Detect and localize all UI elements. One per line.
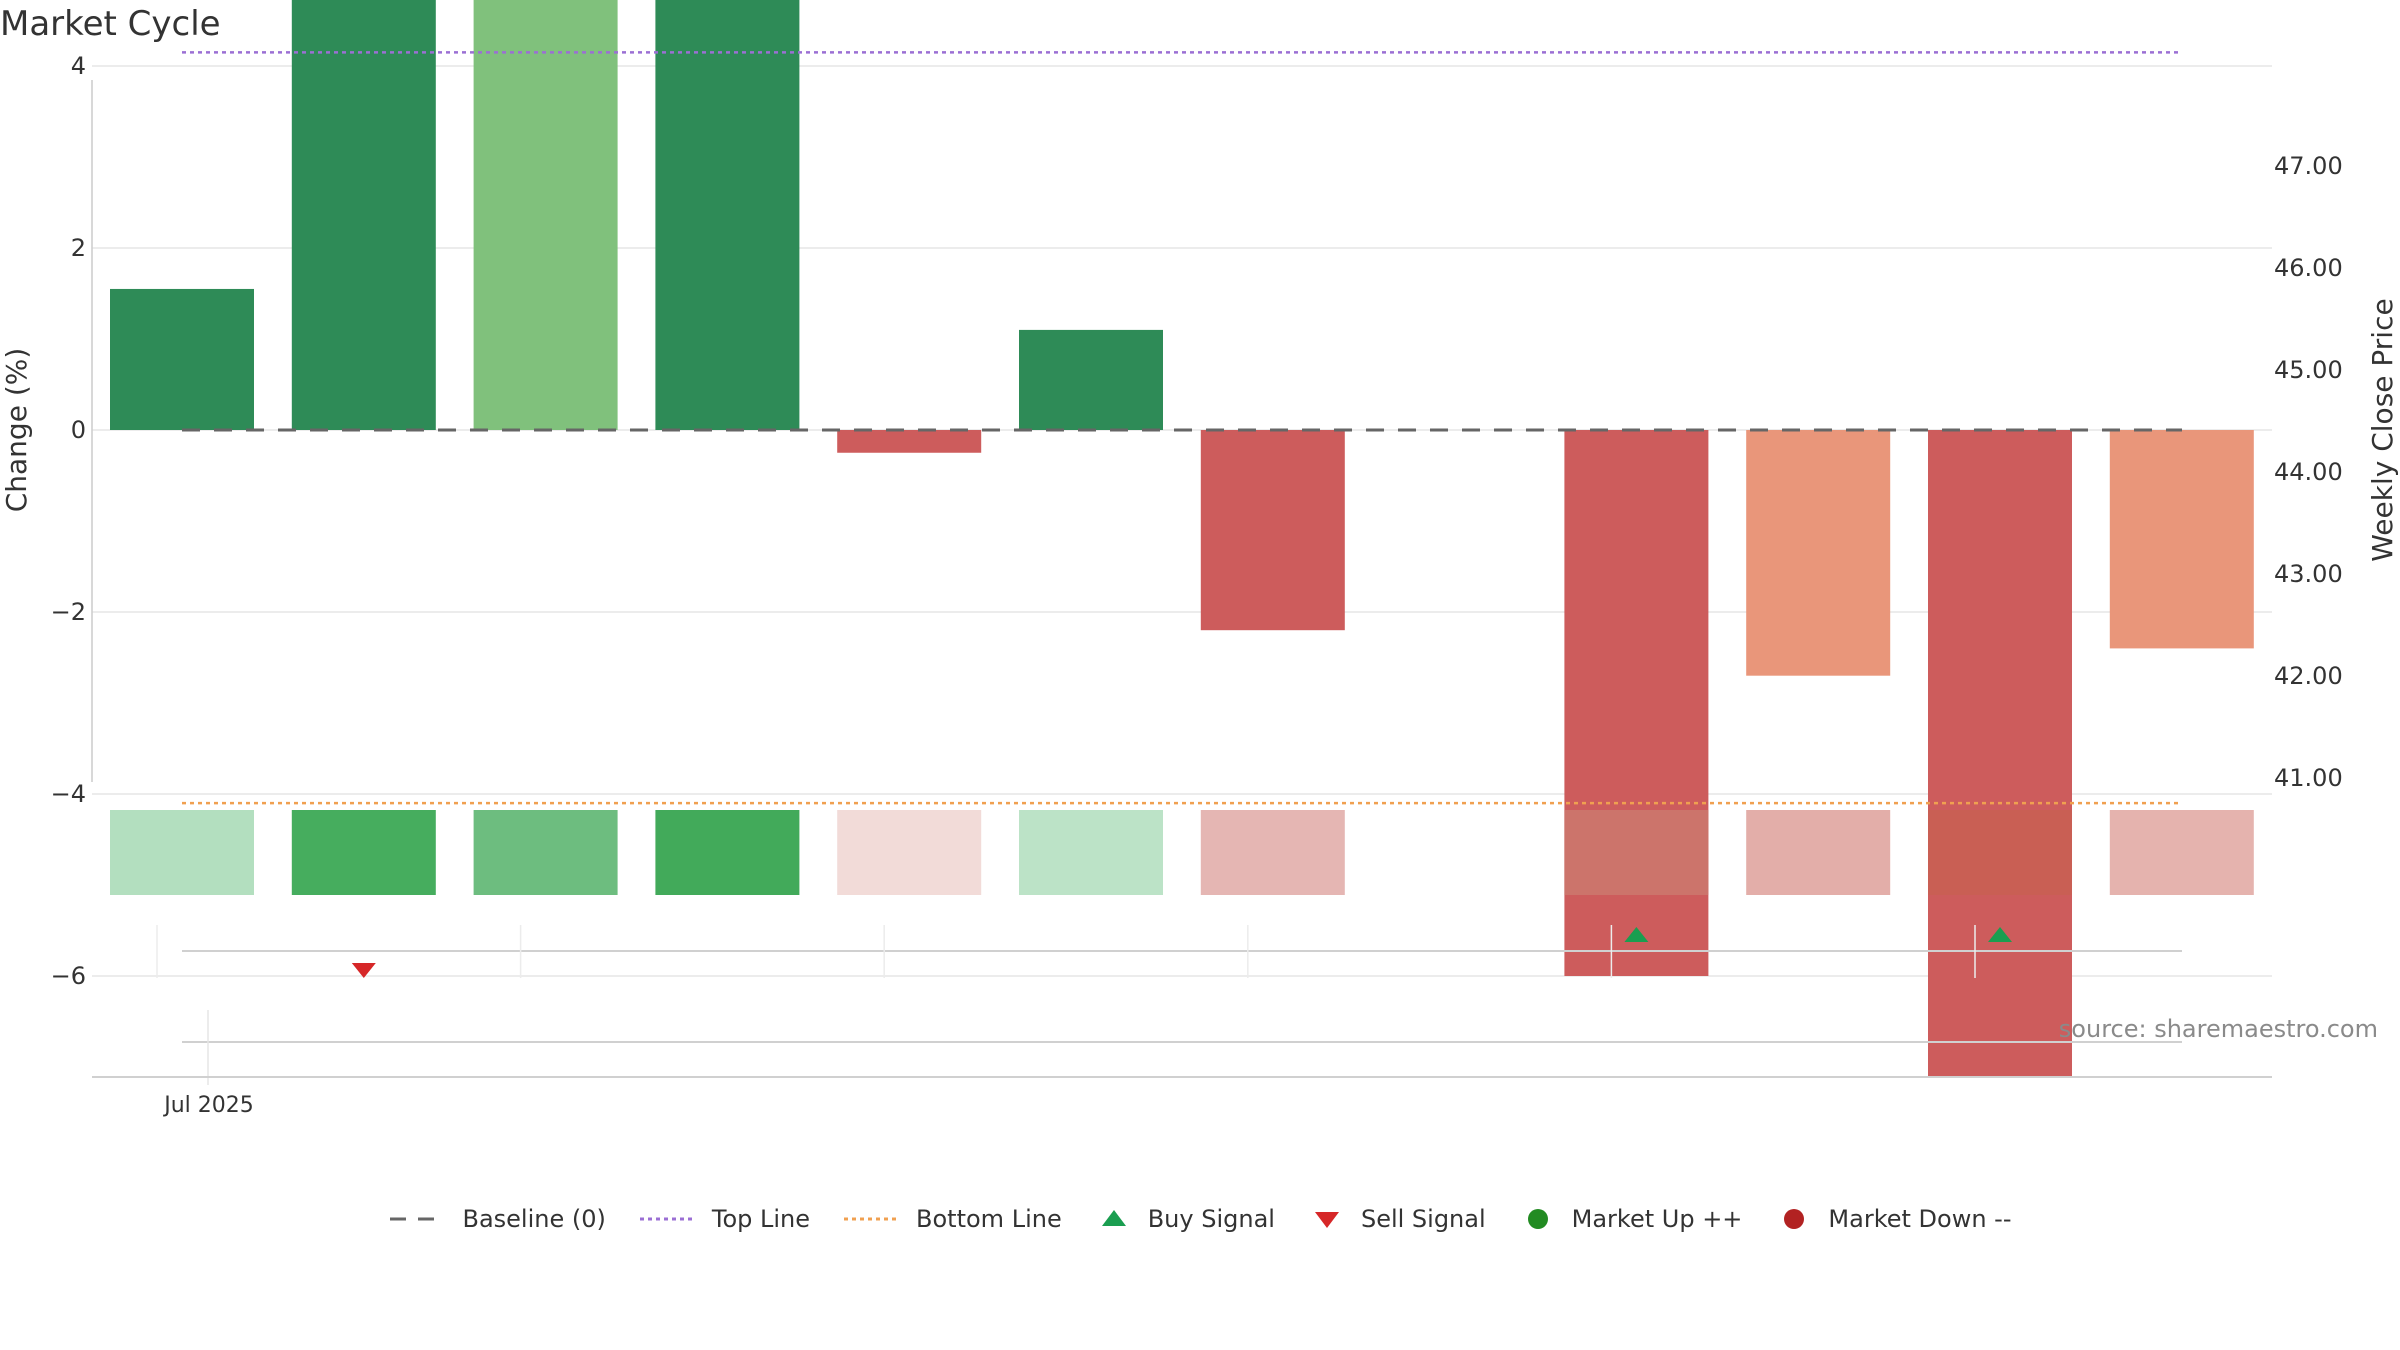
y-axis-title: Change (%) xyxy=(0,348,33,513)
bar xyxy=(655,0,800,430)
y-tick-label: 0 xyxy=(71,416,86,444)
source-attribution: source: sharemaestro.com xyxy=(2058,1015,2378,1043)
legend: Baseline (0) Top Line Bottom Line Buy Si… xyxy=(0,1205,2400,1233)
bar xyxy=(1200,430,1345,631)
legend-label: Top Line xyxy=(711,1205,811,1233)
sell-signal-marker xyxy=(351,963,376,978)
circle-red-icon xyxy=(1784,1209,1805,1229)
bar xyxy=(1746,430,1891,676)
y2-tick-label: 44.00 xyxy=(2274,458,2343,486)
x-tick-label: Jul 2025 xyxy=(162,1093,254,1118)
legend-label: Market Up ++ xyxy=(1571,1205,1743,1233)
y2-tick-label: 46.00 xyxy=(2274,254,2343,282)
bar xyxy=(110,288,254,430)
legend-label: Market Down -- xyxy=(1828,1205,2012,1233)
y2-tick-label: 47.00 xyxy=(2274,152,2343,180)
dotted-line-icon xyxy=(639,1217,696,1221)
heat-cell xyxy=(2109,810,2254,895)
y2-tick-label: 43.00 xyxy=(2274,560,2343,588)
y2-tick-label: 42.00 xyxy=(2274,662,2343,690)
legend-label: Buy Signal xyxy=(1147,1205,1275,1233)
legend-item-market-down[interactable]: Market Down -- xyxy=(1774,1205,2012,1233)
y2-tick-label: 45.00 xyxy=(2274,356,2343,384)
bar xyxy=(473,0,618,430)
heat-cell xyxy=(1200,810,1345,895)
triangle-up-icon xyxy=(1101,1210,1126,1226)
legend-item-baseline[interactable]: Baseline (0) xyxy=(388,1205,606,1233)
legend-item-buy-signal[interactable]: Buy Signal xyxy=(1094,1205,1275,1233)
bar xyxy=(1928,430,2072,1077)
heat-cell xyxy=(291,810,436,895)
legend-label: Sell Signal xyxy=(1360,1205,1486,1233)
y-tick-label: 4 xyxy=(71,52,86,80)
bar xyxy=(2109,430,2254,649)
heat-cell xyxy=(473,810,618,895)
legend-item-market-up[interactable]: Market Up ++ xyxy=(1518,1205,1743,1233)
bar xyxy=(291,0,436,430)
buy-signal-marker xyxy=(1988,927,2012,942)
dash-line-icon xyxy=(390,1217,447,1221)
legend-label: Bottom Line xyxy=(916,1205,1062,1233)
y2-tick-label: 41.00 xyxy=(2274,764,2343,792)
y-tick-label: 2 xyxy=(71,234,86,262)
heat-cell xyxy=(1019,810,1163,895)
dotted-line-icon xyxy=(844,1217,901,1221)
heat-cell xyxy=(110,810,254,895)
heat-cell xyxy=(837,810,982,895)
y-tick-label: −6 xyxy=(51,962,86,990)
y-tick-label: −4 xyxy=(51,780,86,808)
legend-item-bottom-line[interactable]: Bottom Line xyxy=(842,1205,1062,1233)
heat-cell xyxy=(1564,810,1709,895)
heat-cell xyxy=(1928,810,2072,895)
buy-signal-marker xyxy=(1624,927,1649,942)
legend-label: Baseline (0) xyxy=(462,1205,606,1233)
legend-item-sell-signal[interactable]: Sell Signal xyxy=(1307,1205,1486,1233)
y-tick-label: −2 xyxy=(51,598,86,626)
circle-green-icon xyxy=(1527,1209,1548,1229)
triangle-down-icon xyxy=(1314,1212,1339,1228)
y2-axis-title: Weekly Close Price xyxy=(2366,298,2399,561)
heat-cell xyxy=(655,810,800,895)
chart-title: Market Cycle xyxy=(0,4,221,44)
heat-cell xyxy=(1746,810,1891,895)
bar xyxy=(837,430,982,453)
legend-item-top-line[interactable]: Top Line xyxy=(638,1205,810,1233)
bar xyxy=(1019,329,1163,430)
